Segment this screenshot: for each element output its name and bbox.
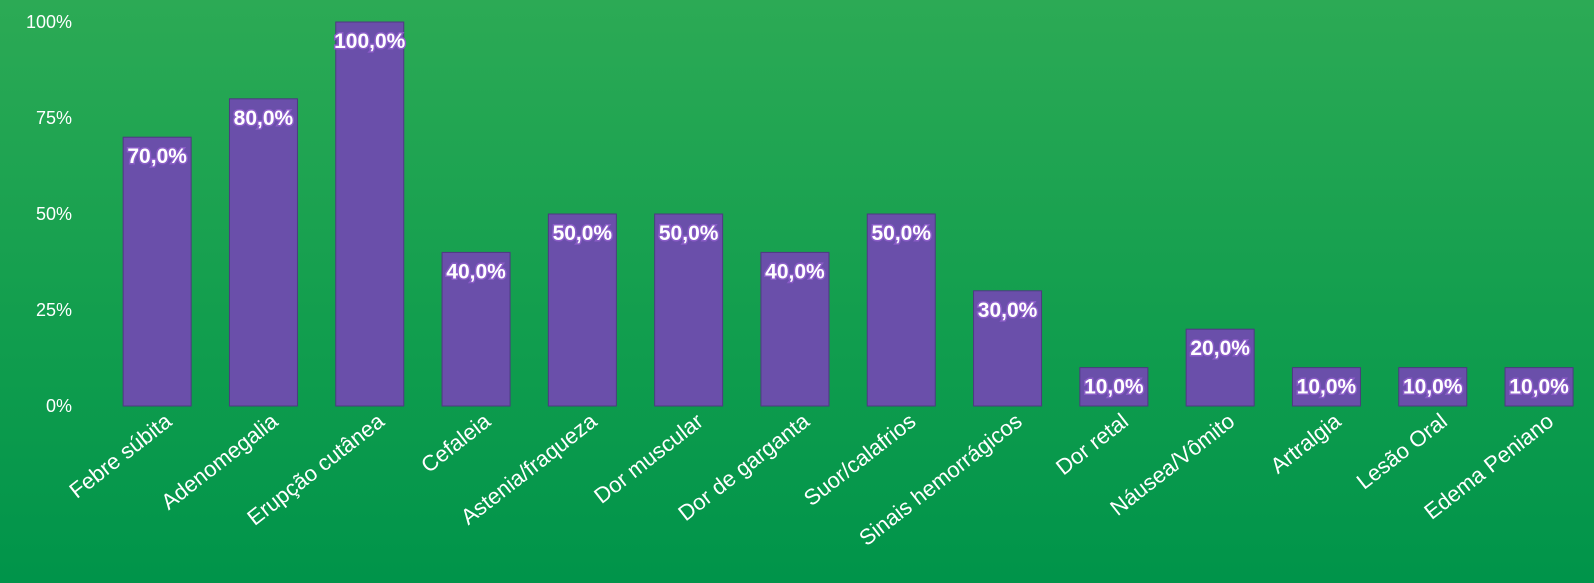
bar (654, 213, 724, 407)
data-label: 10,0% (1509, 376, 1569, 399)
bar (335, 21, 405, 407)
data-label: 50,0% (553, 222, 613, 245)
y-tick-label: 75% (36, 108, 72, 128)
x-tick-label: Dor retal (1051, 408, 1133, 480)
bar (973, 290, 1043, 407)
bar (441, 251, 511, 407)
bar (1185, 328, 1255, 407)
bar (1079, 367, 1149, 407)
y-tick-label: 50% (36, 204, 72, 224)
x-tick-label: Lesão Oral (1352, 408, 1452, 494)
bar (1291, 367, 1361, 407)
bar (760, 251, 830, 407)
y-axis: 0% 25% 50% 75% 100% (26, 12, 72, 416)
data-label: 20,0% (1190, 337, 1250, 360)
data-label: 10,0% (1084, 376, 1144, 399)
bar (1504, 367, 1574, 407)
data-label: 100,0% (334, 30, 406, 53)
data-label: 50,0% (659, 222, 719, 245)
bar (122, 136, 192, 407)
data-label: 50,0% (871, 222, 931, 245)
data-label: 10,0% (1297, 376, 1357, 399)
data-label: 70,0% (127, 145, 187, 168)
bars-group (122, 21, 1574, 407)
y-tick-label: 100% (26, 12, 72, 32)
bar (228, 98, 298, 407)
data-label: 40,0% (446, 260, 506, 283)
x-tick-label: Cefaleia (416, 408, 496, 478)
data-label: 80,0% (234, 107, 294, 130)
x-tick-label: Febre súbita (64, 408, 176, 503)
y-tick-label: 0% (46, 396, 72, 416)
data-labels-group: 70,0% 80,0% 100,0% 40,0% 50,0% 50,0% 40,0% 50,0… (126, 29, 1571, 401)
bar (547, 213, 617, 407)
data-label: 40,0% (765, 260, 825, 283)
bar (1398, 367, 1468, 407)
bar (866, 213, 936, 407)
data-label: 10,0% (1403, 376, 1463, 399)
x-tick-label: Artralgia (1266, 408, 1347, 479)
y-tick-label: 25% (36, 300, 72, 320)
data-label: 30,0% (978, 299, 1038, 322)
